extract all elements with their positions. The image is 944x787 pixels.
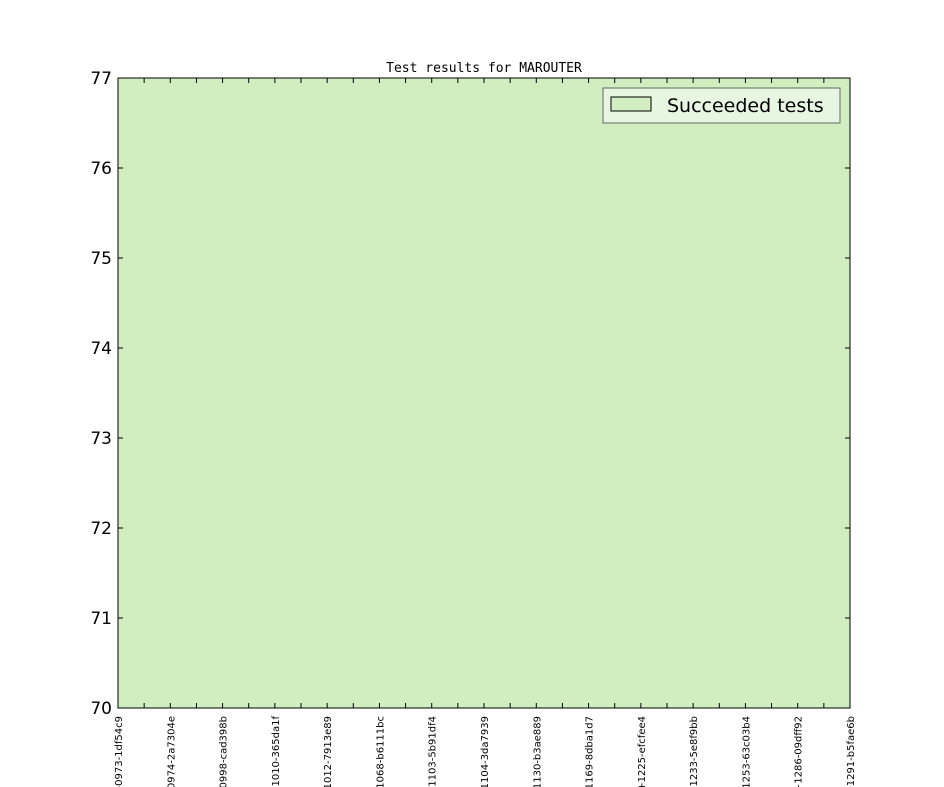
- y-tick-label: 74: [90, 339, 112, 359]
- y-tick-label: 77: [90, 69, 112, 89]
- x-tick-label: 0998-cad398b: [219, 716, 230, 787]
- x-tick-label: 1169-8dba1d7: [585, 716, 596, 787]
- x-tick-label: -1291-b5fae6b: [846, 716, 857, 787]
- y-tick-label: 70: [90, 699, 112, 719]
- y-tick-label: 71: [90, 609, 112, 629]
- x-tick-label: 1253-63c03b4: [741, 716, 752, 787]
- y-tick-label: 75: [90, 249, 112, 269]
- chart-title: Test results for MAROUTER: [386, 61, 582, 76]
- x-tick-label: -0973-1df54c9: [114, 716, 125, 787]
- x-tick-label: -1233-5e8f9bb: [689, 716, 700, 787]
- y-tick-label: 72: [90, 519, 112, 539]
- y-tick-label: 76: [90, 159, 112, 179]
- x-tick-label: 1104-3da7939: [480, 716, 491, 787]
- y-tick-label: 73: [90, 429, 112, 449]
- x-tick-label: 1130-b3ae889: [532, 716, 543, 787]
- x-tick-label: +1286-09dff92: [794, 716, 805, 787]
- legend: Succeeded tests: [602, 87, 841, 124]
- legend-label: Succeeded tests: [667, 95, 824, 117]
- x-tick-label: 0974-2a7304e: [166, 716, 177, 787]
- legend-swatch: [610, 96, 652, 112]
- x-tick-label: 1012-7913e89: [323, 716, 334, 787]
- x-tick-label: 1068-b6111bc: [375, 716, 386, 787]
- x-tick-label: ·1103-5b91df4: [428, 716, 439, 787]
- x-tick-label: +1225-efcfee4: [637, 716, 648, 787]
- series-area-succeeded-tests: [118, 78, 850, 708]
- x-tick-label: -1010-365da1f: [271, 716, 282, 787]
